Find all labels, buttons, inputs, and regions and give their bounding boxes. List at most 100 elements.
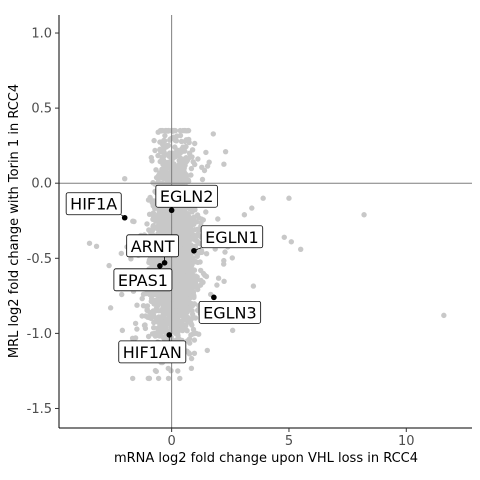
background-point [156, 208, 163, 214]
outlier-point [286, 195, 292, 201]
background-point [164, 164, 171, 171]
background-point [142, 325, 149, 332]
background-point [150, 198, 157, 204]
background-point [214, 282, 220, 288]
label-connector [120, 214, 125, 219]
background-point [175, 292, 181, 298]
outlier-point [122, 175, 128, 182]
gene-label-hif1a: HIF1A [65, 192, 125, 219]
background-point [173, 308, 179, 314]
label-box [113, 268, 173, 292]
background-point [192, 140, 198, 147]
background-point [150, 308, 156, 314]
gene-label-arnt: ARNT [126, 234, 179, 263]
background-point [156, 300, 162, 307]
background-point [180, 269, 186, 276]
y-tick-label: -1.5 [27, 402, 52, 417]
label-text: HIF1A [70, 195, 117, 214]
background-point [183, 217, 189, 224]
x-tick-label: 0 [167, 434, 175, 449]
gene-label-egln1: EGLN1 [193, 225, 264, 252]
background-point [151, 325, 157, 331]
background-point [187, 340, 193, 346]
background-point [158, 318, 164, 324]
background-point [197, 259, 203, 265]
label-box [126, 234, 179, 258]
background-point [157, 296, 163, 303]
background-point [221, 161, 227, 167]
outlier-point [241, 212, 248, 218]
background-point [151, 319, 157, 326]
background-point [188, 355, 195, 362]
background-point [194, 212, 201, 218]
background-point [180, 144, 186, 150]
x-axis-title: mRNA log2 fold change upon VHL loss in R… [114, 451, 418, 466]
background-point [148, 154, 154, 161]
background-point [203, 209, 209, 215]
background-point [165, 365, 171, 372]
background-point [161, 142, 167, 148]
outlier-point [86, 240, 93, 246]
background-point [191, 350, 198, 356]
background-point [190, 232, 197, 239]
background-point [176, 172, 182, 178]
y-tick-label: 1.0 [31, 27, 52, 42]
background-point [192, 207, 198, 213]
label-text: EGLN3 [203, 303, 257, 322]
background-point [185, 177, 191, 183]
background-point [203, 149, 209, 156]
background-point [179, 256, 185, 262]
background-point [181, 166, 187, 173]
background-point [150, 180, 156, 186]
background-point [148, 314, 154, 321]
gene-labels-layer: EGLN2 HIF1A EGLN1 ARNT EPAS1 EGLN3 HIF1AN [65, 184, 264, 364]
background-point [130, 375, 136, 382]
background-point [192, 243, 198, 249]
background-point [150, 259, 156, 265]
background-point [191, 267, 197, 273]
label-text: ARNT [131, 237, 175, 256]
label-box [118, 340, 187, 364]
background-point [145, 333, 152, 340]
outlier-point [297, 246, 304, 252]
background-point [134, 326, 140, 332]
background-point [162, 329, 168, 335]
y-tick-label: -0.5 [27, 252, 52, 267]
background-point [180, 311, 187, 318]
background-point [131, 218, 137, 225]
background-point [178, 281, 184, 288]
background-point [191, 337, 198, 343]
background-point [175, 297, 181, 304]
background-point [202, 272, 208, 278]
background-point [152, 147, 158, 154]
background-point [140, 291, 147, 297]
background-point [182, 317, 189, 323]
background-point [191, 292, 197, 298]
outlier-point [107, 305, 114, 311]
y-axis-title: MRL log2 fold change with Torin 1 in RCC… [7, 84, 22, 358]
x-tick-label: 10 [398, 434, 415, 449]
background-point [150, 210, 157, 216]
label-text: HIF1AN [123, 343, 182, 362]
background-point [204, 347, 210, 354]
background-point [132, 320, 139, 327]
background-point [171, 167, 177, 174]
background-point [171, 278, 177, 285]
background-point [154, 215, 160, 221]
background-point [181, 157, 187, 164]
background-point [179, 289, 185, 295]
background-point [210, 131, 216, 137]
label-text: EGLN2 [160, 187, 214, 206]
background-point [185, 276, 191, 282]
background-point [196, 331, 202, 337]
background-point [174, 133, 180, 139]
background-point [146, 375, 152, 382]
background-point [173, 163, 179, 169]
background-point [193, 219, 200, 225]
label-box [200, 225, 264, 249]
background-point [191, 227, 198, 233]
background-point [186, 238, 192, 245]
background-point [157, 146, 163, 152]
background-point [161, 171, 168, 178]
